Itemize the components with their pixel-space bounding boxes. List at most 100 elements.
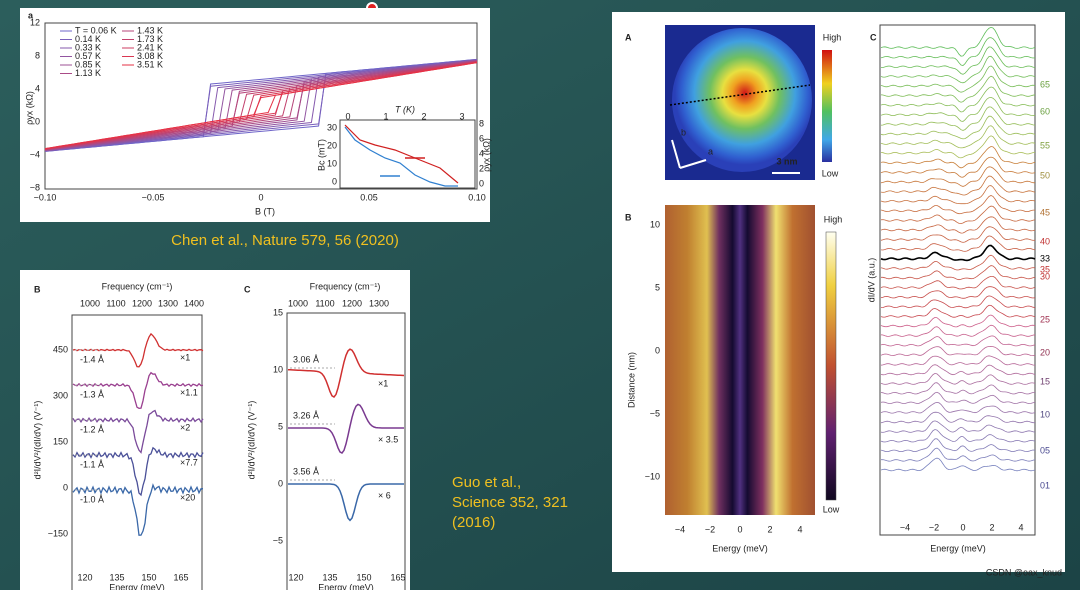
curve: [880, 106, 1036, 131]
caption: Science 352, 321: [452, 494, 568, 511]
curve: [880, 65, 1036, 93]
curve: [880, 115, 1036, 140]
legend-label: 0.57 K: [75, 51, 101, 61]
curve: [880, 429, 1036, 443]
legend-label: 2.41 K: [137, 42, 163, 52]
curve: [880, 135, 1036, 159]
label: Energy (meV): [318, 582, 374, 590]
curve: [880, 382, 1036, 395]
curve-label: 05: [1040, 445, 1050, 455]
tick-label: 20: [327, 140, 337, 150]
legend-label: 3.51 K: [137, 59, 163, 69]
label: a: [28, 10, 34, 20]
tick-label: 2: [479, 163, 484, 173]
tick-label: 2: [421, 111, 426, 121]
x-tick-label: 135: [322, 572, 337, 582]
curve-label: 35: [1040, 264, 1050, 274]
label: Low: [822, 168, 839, 178]
plot-frame: [44, 22, 478, 190]
x-tick-label: −0.05: [142, 192, 165, 202]
legend-label: 0.14 K: [75, 34, 101, 44]
label: Energy (meV): [109, 582, 165, 590]
curve: [880, 175, 1036, 196]
tick-label: 1100: [315, 298, 334, 308]
tick-label: 1100: [106, 298, 125, 308]
y-tick-label: 0: [655, 345, 660, 355]
label: B: [34, 284, 41, 294]
x-tick-label: 0.10: [468, 192, 486, 202]
legend-label: 0.85 K: [75, 59, 101, 69]
tick-label: 1200: [342, 298, 362, 308]
label: -1.1 Å: [80, 459, 104, 469]
x-tick-label: −2: [705, 524, 715, 534]
x-tick-label: −4: [900, 522, 910, 532]
curve-label: 60: [1040, 106, 1050, 116]
x-tick-label: 0: [737, 524, 742, 534]
y-tick-label: 0: [278, 478, 283, 488]
y-tick-label: −5: [650, 408, 660, 418]
y-tick-label: 0: [35, 116, 40, 126]
curve: [287, 348, 405, 398]
curve: [72, 409, 204, 454]
curve: [44, 59, 478, 152]
curve: [880, 26, 1036, 57]
curve: [44, 61, 478, 150]
line-cut: [669, 84, 811, 106]
legend-label: 1.73 K: [137, 34, 163, 44]
curve-label: 20: [1040, 347, 1050, 357]
x-tick-label: −4: [675, 524, 685, 534]
caption: (2016): [452, 514, 495, 531]
tick-label: 1000: [288, 298, 308, 308]
curve: [44, 61, 478, 150]
curve-label: 01: [1040, 480, 1050, 490]
y-tick-label: 450: [53, 344, 68, 354]
curve-label: 50: [1040, 170, 1050, 180]
curve: [880, 295, 1036, 309]
x-tick-label: 2: [989, 522, 994, 532]
curve: [44, 61, 478, 150]
legend-label: 3.08 K: [137, 51, 163, 61]
label: d²I/dV²/(dI/dV) (V⁻¹): [246, 401, 256, 480]
curve: [44, 58, 478, 152]
figure-panel: [20, 270, 410, 590]
y-tick-label: 0: [63, 482, 68, 492]
curve: [880, 37, 1036, 66]
x-tick-label: 0: [258, 192, 263, 202]
y-tick-label: 10: [273, 364, 283, 374]
x-tick-label: 2: [767, 524, 772, 534]
caption: Chen et al., Nature 579, 56 (2020): [171, 232, 399, 249]
curve: [880, 86, 1036, 113]
label: ×1.1: [180, 387, 198, 397]
label: Distance (nm): [626, 352, 636, 408]
curve: [880, 205, 1036, 225]
label: × 3.5: [378, 434, 398, 444]
x-tick-label: −0.10: [34, 192, 57, 202]
label: Frequency (cm⁻¹): [310, 281, 381, 291]
y-tick-label: 12: [30, 17, 40, 27]
x-tick-label: 165: [173, 572, 188, 582]
legend-label: 1.13 K: [75, 68, 101, 78]
curve: [72, 483, 204, 536]
curve: [44, 60, 478, 151]
label: B: [625, 212, 632, 222]
label: High: [823, 32, 842, 42]
y-tick-label: 300: [53, 390, 68, 400]
y-tick-label: −150: [48, 528, 68, 538]
topography-blob: [672, 28, 812, 172]
lattice-arrows: [671, 139, 707, 169]
label: T (K): [395, 104, 415, 114]
label: ×7.7: [180, 457, 198, 467]
label: d²I/dV²/(dI/dV) (V⁻¹): [32, 401, 42, 480]
curve: [344, 124, 459, 184]
label: ×2: [180, 422, 190, 432]
colorbar: [822, 50, 832, 162]
curve: [880, 166, 1036, 187]
label: 3 nm: [776, 156, 797, 166]
label: Energy (meV): [712, 543, 768, 553]
label: 3.56 Å: [293, 466, 319, 476]
curve: [880, 195, 1035, 215]
curve: [880, 96, 1036, 122]
curve: [880, 364, 1036, 376]
curve: [880, 457, 1036, 472]
label: Frequency (cm⁻¹): [102, 281, 173, 291]
